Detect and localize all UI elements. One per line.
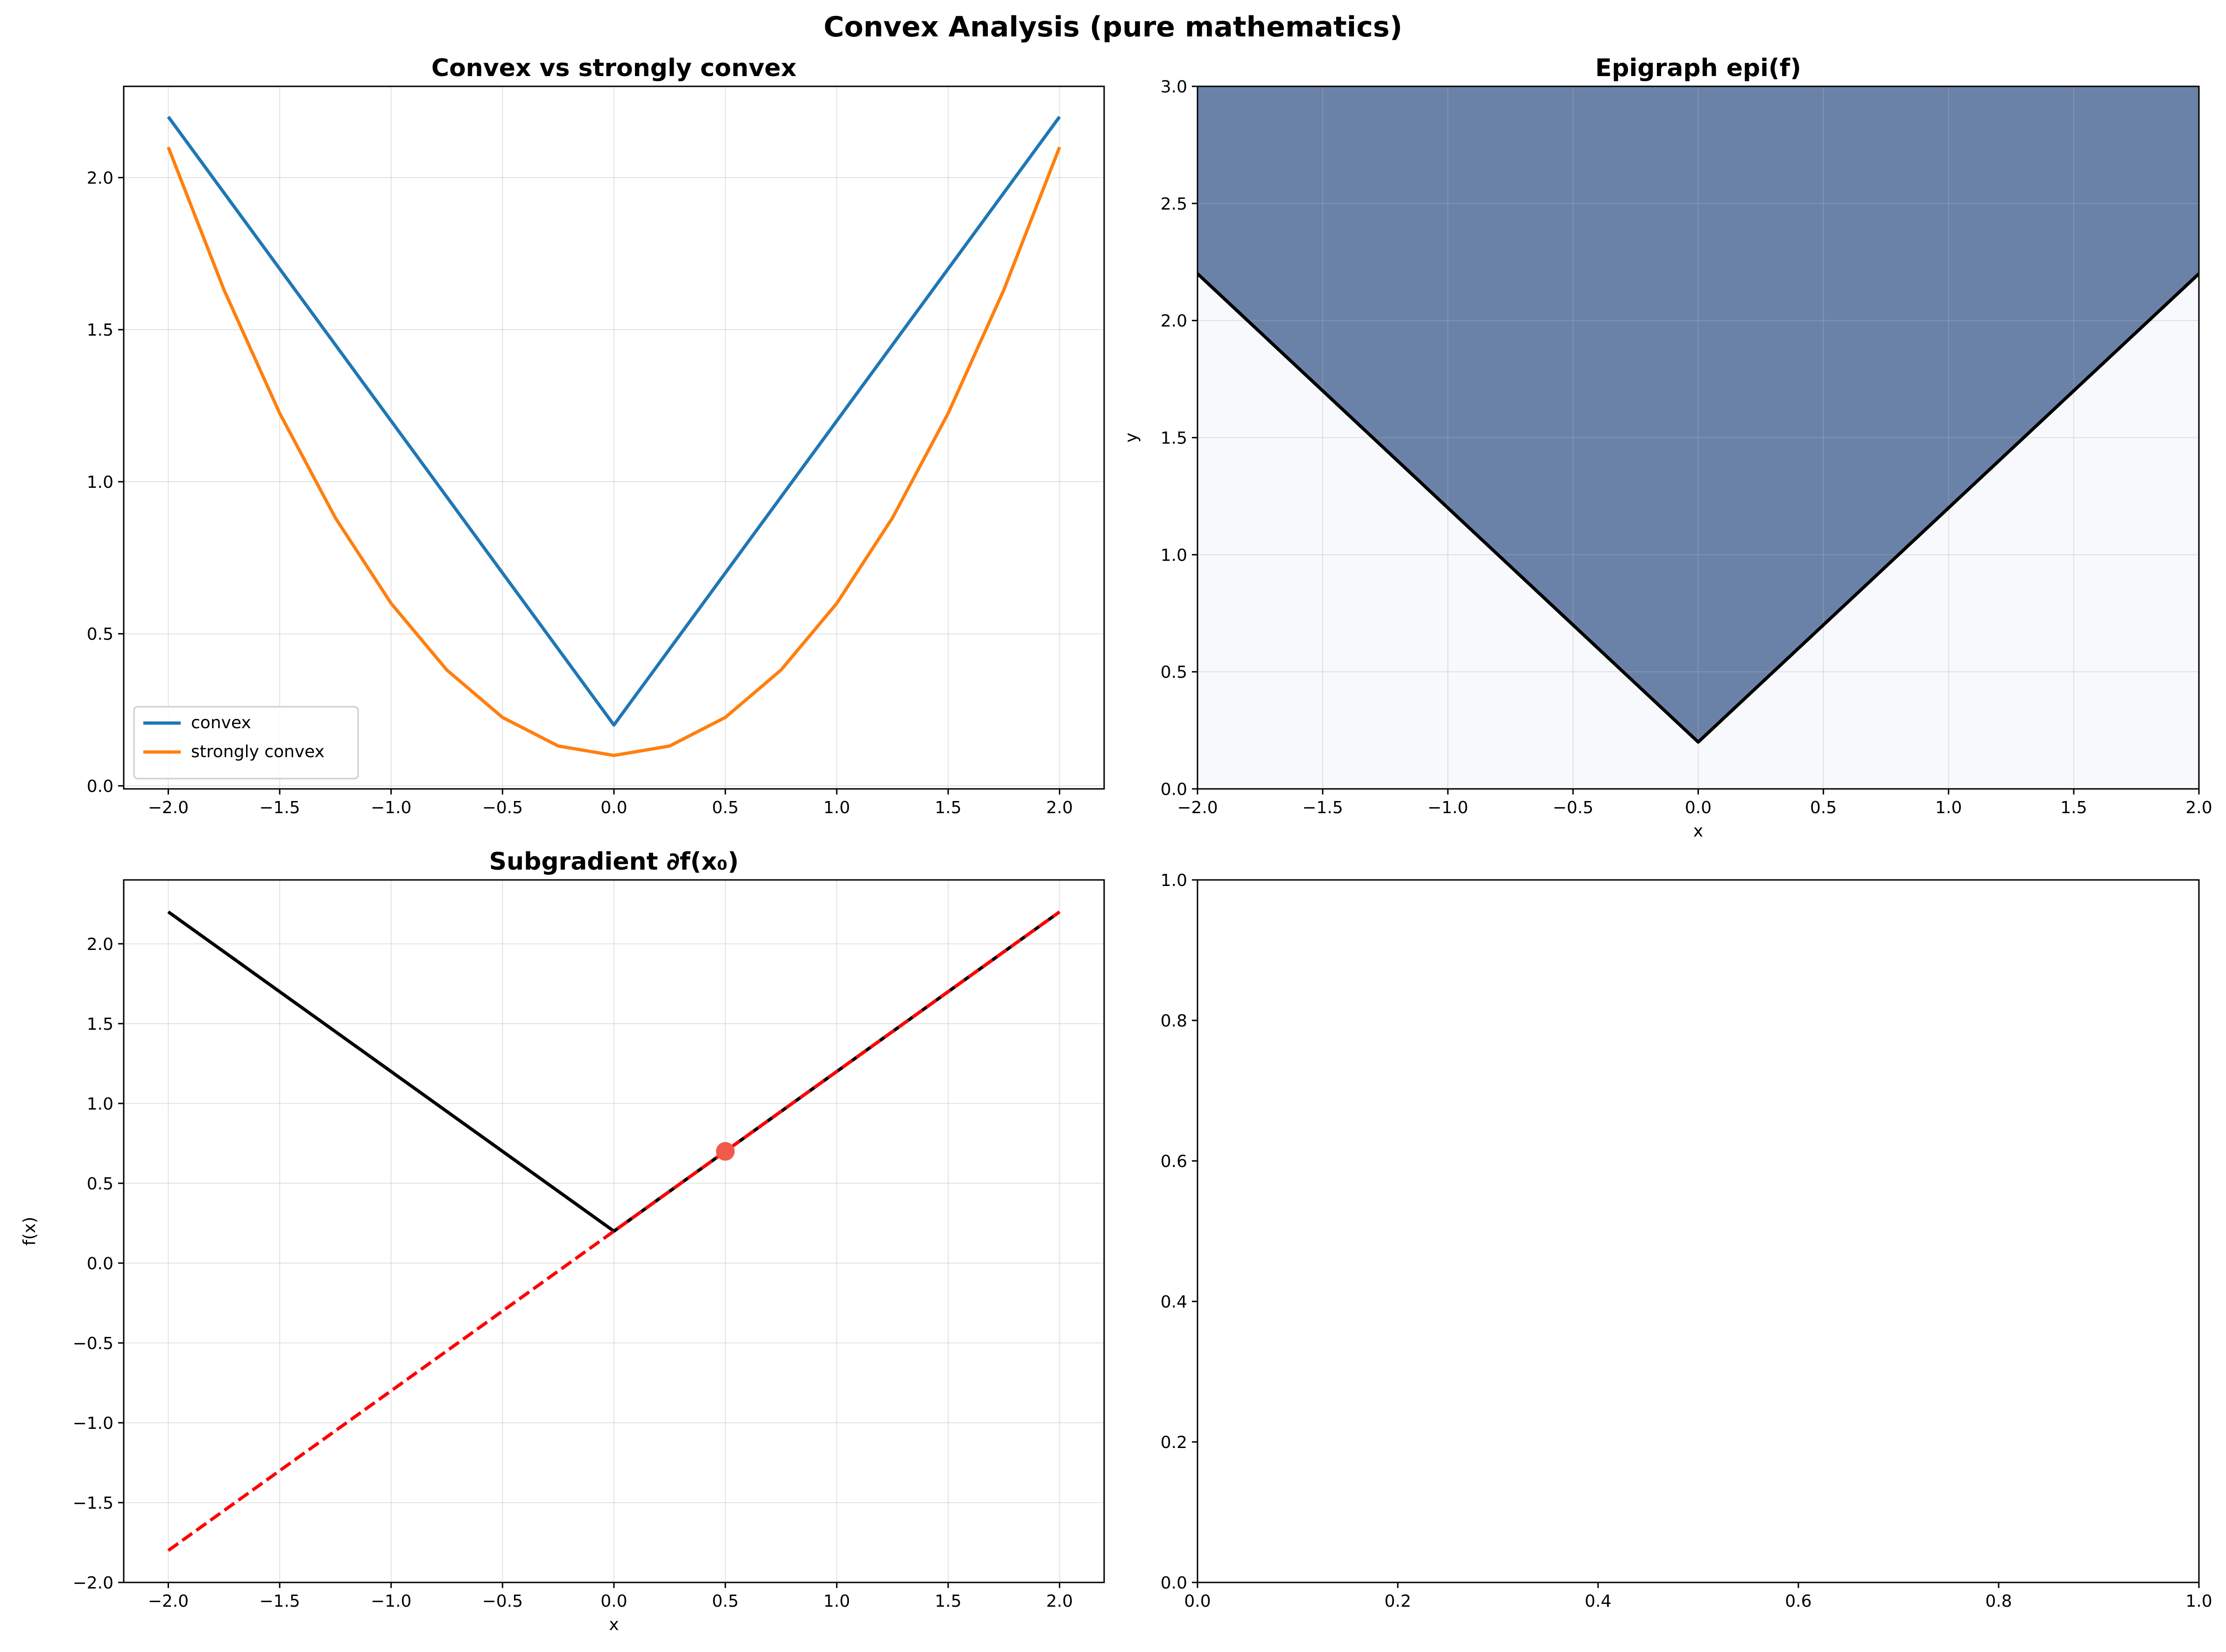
x-tick-label: −2.0 (1177, 798, 1218, 817)
y-tick-label: −0.5 (73, 1334, 113, 1353)
x-tick-label: 0.0 (600, 798, 627, 817)
y-tick-label: 2.5 (1161, 195, 1187, 214)
x-tick-label: −1.0 (371, 798, 411, 817)
y-axis-label: y (1122, 433, 1141, 443)
x-tick-label: −2.0 (148, 798, 189, 817)
panel-epigraph: −2.0 −1.5 −1.0 −0.5 0.0 0.5 1.0 1.5 2.0 0.0 0.5 1.0… (1122, 54, 2212, 841)
subgradient-point-marker (716, 1142, 735, 1161)
x-tick-label: 2.0 (1046, 798, 1073, 817)
series-line-2 (167, 910, 1061, 1552)
plot-area (1198, 880, 2199, 1582)
panel-convex-vs-strongly-convex: −2.0 −1.5 −1.0 −0.5 0.0 0.5 1.0 1.5 2.0 0.0 0.5 1.0… (87, 54, 1105, 817)
y-tick-label: 1.0 (1161, 871, 1187, 890)
y-tick-label: 1.0 (87, 1095, 113, 1114)
x-tick-label: 0.5 (1810, 798, 1837, 817)
x-tick-label: 1.0 (1935, 798, 1962, 817)
x-tick-label: −1.0 (371, 1592, 411, 1611)
x-tick-label: 0.0 (1184, 1592, 1211, 1611)
x-tick-label: 0.5 (712, 798, 739, 817)
legend-entry: strongly convex (191, 742, 324, 761)
x-tick-label: 1.0 (2185, 1592, 2212, 1611)
y-tick-label: −1.5 (73, 1494, 113, 1513)
y-tick-label: 1.5 (87, 321, 113, 340)
panel-title: Subgradient ∂f(x₀) (489, 848, 739, 876)
plot-area (124, 86, 1104, 789)
y-tick-label: 3.0 (1161, 77, 1187, 97)
figure-title: Convex Analysis (pure mathematics) (824, 11, 1402, 43)
y-tick-label: 0.2 (1161, 1433, 1187, 1452)
y-axis-label: f(x) (20, 1216, 39, 1245)
x-tick-label: 1.0 (824, 1592, 850, 1611)
x-tick-label: 0.6 (1785, 1592, 1811, 1611)
epigraph-fill (1198, 86, 2199, 742)
axes-frame (1197, 879, 2200, 1583)
y-tick-label: 1.5 (1161, 429, 1187, 448)
panel-empty-axes: 0.0 0.2 0.4 0.6 0.8 1.0 0.0 0.2 0.4 0.6 0.8 1.0 (1161, 871, 2212, 1611)
y-tick-label: 0.0 (1161, 780, 1187, 799)
series-line-1 (167, 910, 1061, 1233)
y-tick-label: 2.0 (87, 169, 113, 188)
legend-box (133, 706, 359, 780)
x-tick-label: 0.0 (1685, 798, 1712, 817)
x-tick-label: 0.5 (712, 1592, 739, 1611)
x-tick-label: 0.2 (1384, 1592, 1411, 1611)
y-tick-label: 0.6 (1161, 1152, 1187, 1171)
x-tick-label: 2.0 (2185, 798, 2212, 817)
series-line-1 (1198, 272, 2199, 744)
x-tick-label: −2.0 (148, 1592, 189, 1611)
y-tick-label: 0.0 (87, 777, 113, 796)
x-tick-label: 1.5 (935, 798, 961, 817)
x-tick-label: −0.5 (482, 1592, 523, 1611)
y-tick-label: 0.4 (1161, 1293, 1187, 1312)
x-axis-label: x (609, 1615, 619, 1634)
x-tick-label: 1.5 (2060, 798, 2087, 817)
y-tick-label: 0.8 (1161, 1012, 1187, 1031)
panel-title: Epigraph epi(f) (1595, 54, 1801, 82)
y-tick-label: 0.5 (87, 625, 113, 644)
y-tick-label: 0.0 (87, 1254, 113, 1273)
y-tick-label: 1.0 (87, 473, 113, 492)
x-tick-label: 1.0 (824, 798, 850, 817)
y-tick-label: −1.0 (73, 1414, 113, 1433)
y-tick-label: 1.0 (1161, 546, 1187, 565)
x-tick-label: −1.0 (1428, 798, 1468, 817)
panel-subgradient: −2.0 −1.5 −1.0 −0.5 0.0 0.5 1.0 1.5 2.0 −2.0 −1.5 −… (20, 848, 1105, 1634)
panel-title: Convex vs strongly convex (431, 54, 796, 82)
x-tick-label: 0.8 (1985, 1592, 2012, 1611)
y-tick-label: 0.5 (1161, 663, 1187, 682)
x-tick-label: 1.5 (935, 1592, 961, 1611)
y-tick-label: 0.0 (1161, 1574, 1187, 1593)
x-tick-label: −0.5 (482, 798, 523, 817)
x-tick-label: 0.0 (600, 1592, 627, 1611)
x-tick-label: 0.4 (1585, 1592, 1611, 1611)
x-tick-label: −1.5 (1302, 798, 1343, 817)
x-tick-label: −1.5 (259, 1592, 300, 1611)
x-tick-label: −1.5 (259, 798, 300, 817)
y-tick-label: −2.0 (73, 1574, 113, 1593)
x-axis-label: x (1693, 822, 1703, 841)
x-tick-label: 2.0 (1046, 1592, 1073, 1611)
y-tick-label: 2.0 (87, 935, 113, 954)
y-tick-label: 2.0 (1161, 312, 1187, 331)
series-line-2 (167, 147, 1061, 757)
x-tick-label: −0.5 (1553, 798, 1593, 817)
series-line-1 (167, 116, 1061, 727)
y-tick-label: 0.5 (87, 1174, 113, 1194)
legend-entry: convex (191, 713, 251, 732)
y-tick-label: 1.5 (87, 1015, 113, 1034)
